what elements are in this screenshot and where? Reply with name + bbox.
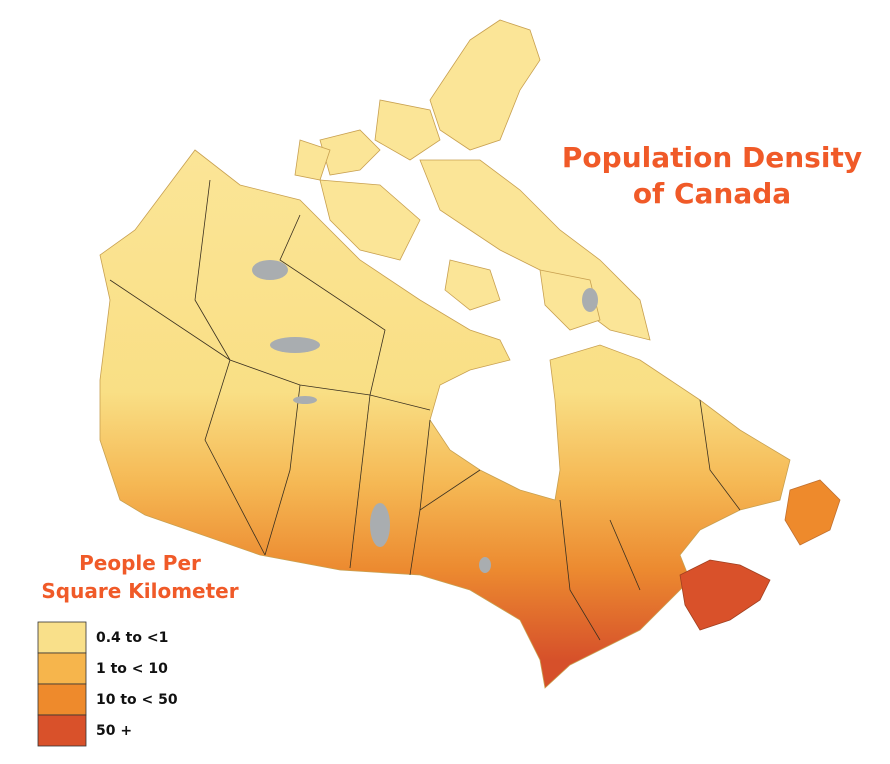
legend-swatch xyxy=(37,683,87,716)
map-title: Population Density xyxy=(562,141,862,174)
legend: 0.4 to <1 1 to < 10 10 to < 50 50 + xyxy=(37,621,178,747)
newfoundland xyxy=(784,479,841,546)
lakes xyxy=(252,260,598,573)
legend-swatch xyxy=(37,652,87,685)
legend-title: People Per xyxy=(79,551,201,575)
legend-label: 10 to < 50 xyxy=(96,692,178,708)
legend-title: Square Kilometer xyxy=(41,579,238,603)
province-borders xyxy=(109,179,741,641)
legend-label: 0.4 to <1 xyxy=(96,630,168,646)
legend-label: 50 + xyxy=(96,723,132,739)
mainland xyxy=(99,149,791,689)
map-title: of Canada xyxy=(633,177,791,210)
legend-label: 1 to < 10 xyxy=(96,661,168,677)
legend-swatch xyxy=(37,621,87,654)
nova-scotia xyxy=(679,559,771,631)
legend-swatch xyxy=(37,714,87,747)
canada-map xyxy=(99,19,841,689)
